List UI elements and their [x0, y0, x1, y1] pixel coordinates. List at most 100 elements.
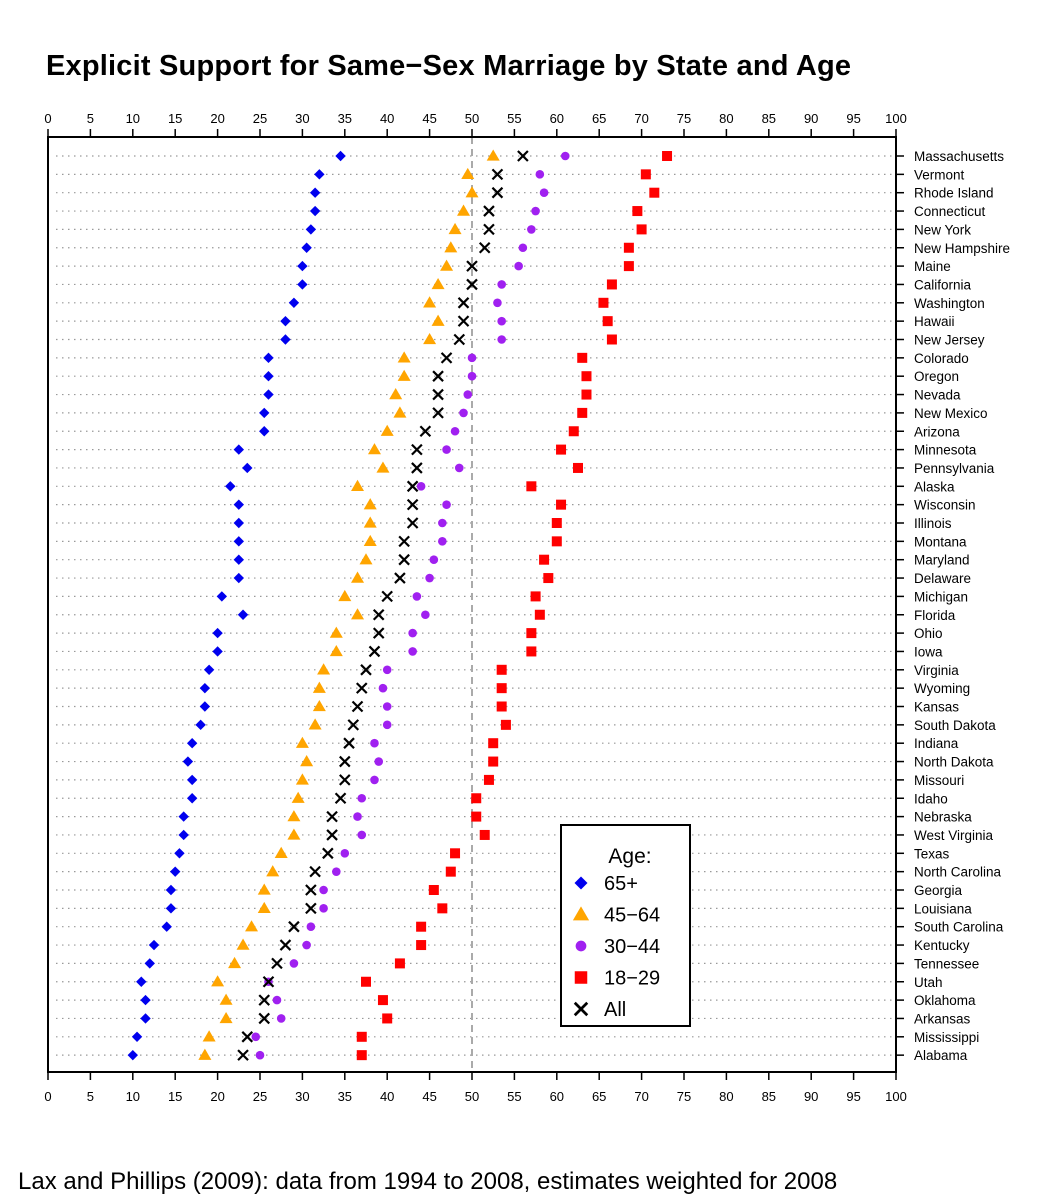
marker-s30 — [370, 775, 379, 785]
marker-all — [322, 847, 334, 860]
marker-s65 — [280, 334, 291, 345]
marker-s45 — [359, 553, 373, 565]
marker-all — [457, 315, 470, 327]
marker-all — [309, 865, 321, 878]
marker-s45 — [486, 149, 500, 161]
state-label: Utah — [914, 975, 943, 990]
state-label: Tennessee — [914, 956, 979, 971]
state-label: Maine — [914, 259, 951, 274]
x-tick-label-top: 60 — [550, 111, 564, 126]
marker-s65 — [161, 921, 172, 932]
state-label: Minnesota — [914, 443, 977, 458]
marker-all — [466, 278, 478, 291]
marker-s65 — [195, 719, 206, 731]
x-tick-label-top: 25 — [253, 111, 267, 126]
x-tick-label-bottom: 95 — [846, 1089, 860, 1104]
marker-all — [351, 700, 364, 713]
marker-s18 — [394, 958, 405, 969]
x-tick-label-top: 40 — [380, 111, 394, 126]
marker-s18 — [526, 481, 537, 492]
marker-s18 — [556, 499, 567, 510]
marker-s18 — [471, 793, 482, 804]
marker-s30 — [527, 225, 536, 234]
legend-marker-s30 — [575, 940, 587, 952]
marker-s18 — [577, 352, 588, 363]
marker-s45 — [440, 259, 454, 271]
state-label: New Hampshire — [914, 241, 1010, 256]
marker-s65 — [140, 994, 151, 1006]
gridlines — [56, 155, 894, 1056]
state-label: Delaware — [914, 571, 971, 586]
marker-s18 — [500, 719, 511, 730]
marker-s45 — [308, 718, 322, 730]
marker-s30 — [382, 702, 392, 711]
marker-s18 — [530, 591, 541, 602]
x-tick-label-bottom: 45 — [422, 1089, 436, 1104]
legend-marker-s45 — [572, 906, 590, 921]
marker-s30 — [276, 1014, 286, 1023]
marker-s18 — [428, 885, 439, 895]
marker-s30 — [539, 188, 549, 197]
marker-s18 — [496, 701, 507, 712]
marker-s30 — [497, 335, 506, 344]
marker-s45 — [295, 773, 309, 785]
state-label: Wyoming — [914, 681, 970, 696]
marker-s30 — [374, 757, 384, 766]
marker-s18 — [382, 1013, 393, 1024]
marker-all — [347, 719, 360, 731]
marker-all — [279, 939, 292, 951]
marker-s45 — [257, 883, 271, 895]
marker-s30 — [442, 445, 451, 454]
legend-label-all: All — [604, 999, 626, 1021]
state-label: Mississippi — [914, 1030, 979, 1045]
marker-all — [483, 223, 495, 236]
marker-all — [381, 590, 393, 603]
marker-s30 — [429, 555, 439, 564]
marker-s65 — [140, 1013, 151, 1024]
marker-s45 — [351, 608, 365, 620]
marker-s45 — [287, 810, 301, 822]
state-label: Texas — [914, 846, 950, 861]
marker-all — [406, 498, 419, 511]
marker-s30 — [340, 849, 350, 858]
marker-s18 — [568, 426, 579, 437]
marker-s65 — [263, 389, 274, 400]
marker-s18 — [623, 242, 634, 253]
state-label: South Carolina — [914, 920, 1004, 935]
marker-s45 — [245, 920, 259, 932]
marker-s18 — [479, 829, 490, 840]
marker-s18 — [539, 554, 550, 565]
state-label: Illinois — [914, 516, 952, 531]
marker-s30 — [302, 940, 311, 950]
marker-s45 — [431, 314, 445, 326]
marker-s30 — [370, 738, 379, 748]
x-tick-label-bottom: 65 — [592, 1089, 606, 1104]
state-label: Idaho — [914, 791, 948, 806]
marker-s45 — [397, 369, 411, 381]
marker-s65 — [165, 903, 177, 914]
marker-s45 — [351, 479, 365, 491]
marker-s65 — [178, 811, 189, 822]
state-label: Colorado — [914, 351, 969, 366]
marker-s18 — [640, 169, 651, 180]
marker-s18 — [606, 334, 617, 345]
marker-all — [517, 150, 529, 162]
marker-s65 — [186, 774, 198, 786]
marker-s30 — [382, 720, 392, 730]
state-label: Iowa — [914, 644, 943, 659]
marker-s18 — [526, 646, 537, 657]
marker-s65 — [174, 848, 185, 859]
x-tick-label-top: 35 — [338, 111, 352, 126]
marker-all — [368, 645, 381, 658]
marker-s18 — [598, 297, 609, 308]
legend: Age: 65+ 45−64 30−44 18−29 All — [560, 824, 691, 1027]
marker-s45 — [291, 791, 305, 803]
state-label: California — [914, 277, 972, 292]
marker-s65 — [309, 187, 321, 198]
marker-s30 — [454, 463, 464, 473]
marker-s18 — [632, 206, 643, 217]
marker-all — [305, 902, 317, 915]
marker-s30 — [531, 206, 540, 216]
marker-s18 — [606, 279, 617, 290]
marker-s45 — [312, 700, 326, 712]
